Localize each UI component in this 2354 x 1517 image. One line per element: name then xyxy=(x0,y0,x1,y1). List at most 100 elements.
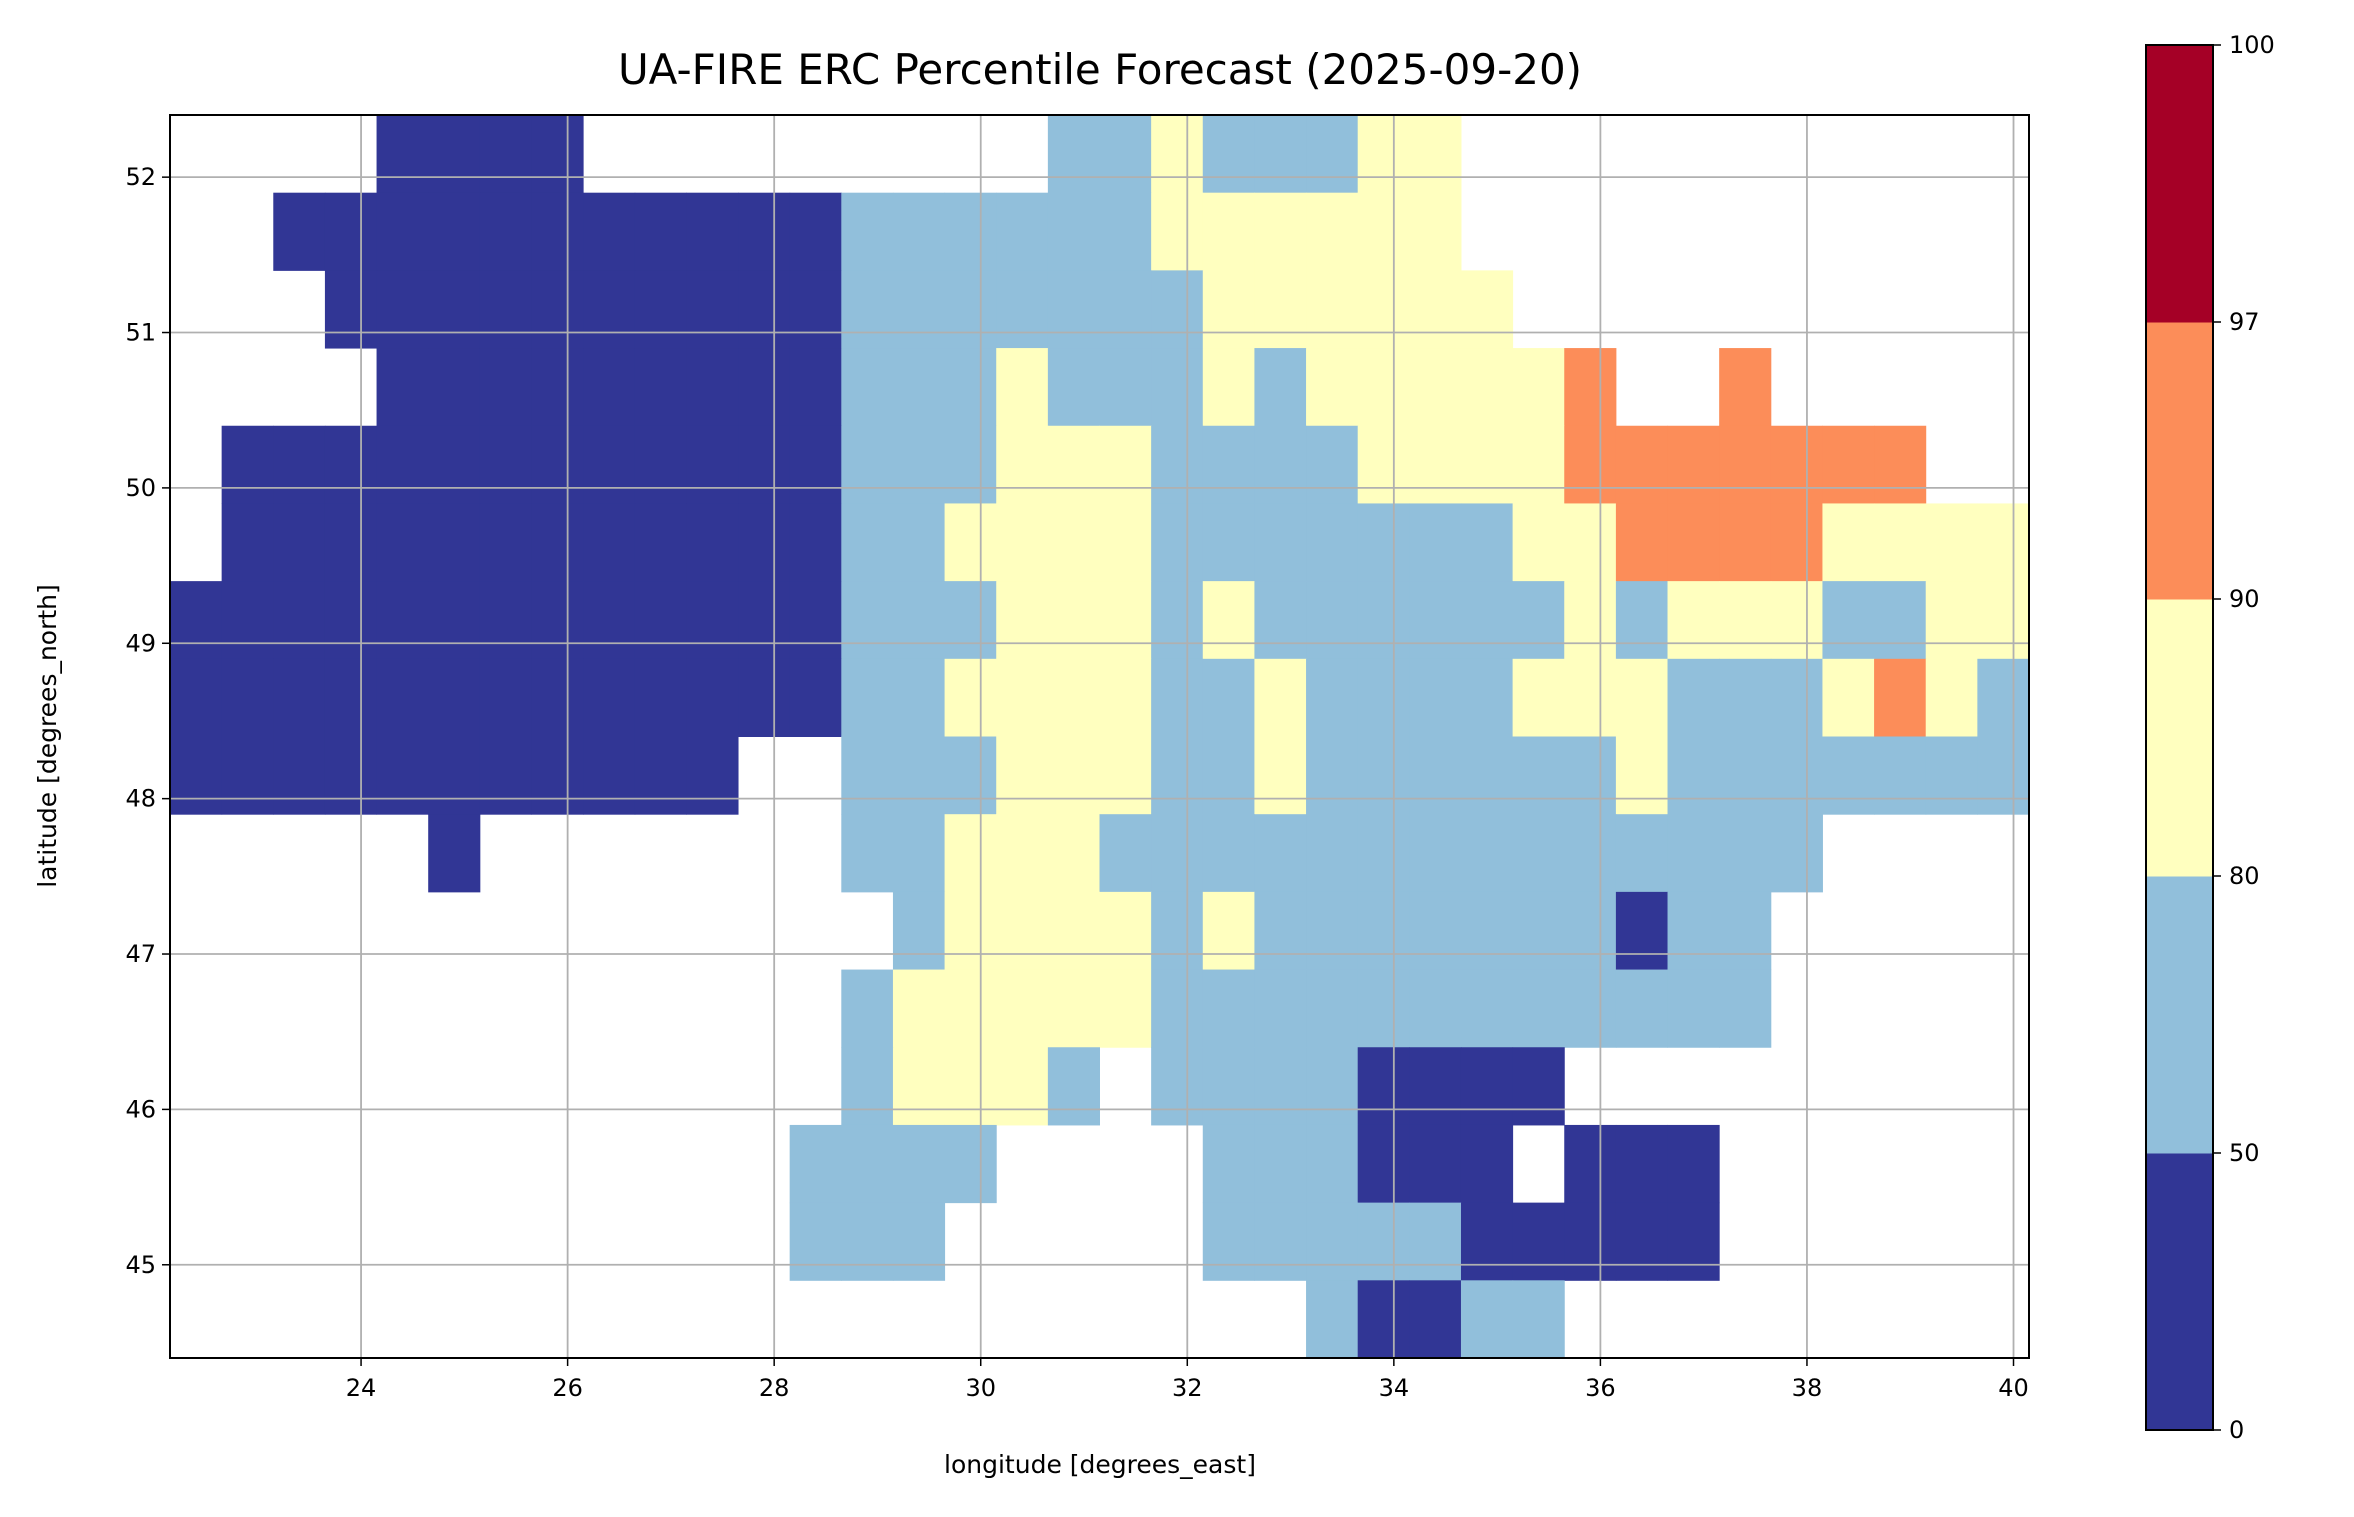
heatmap-cell xyxy=(789,348,842,427)
heatmap-cell xyxy=(1099,348,1152,427)
heatmap-cell xyxy=(1151,270,1204,349)
heatmap-cell xyxy=(1202,581,1255,660)
heatmap-cell xyxy=(1254,1047,1307,1126)
heatmap-cell xyxy=(944,425,997,504)
heatmap-cell xyxy=(1047,425,1100,504)
heatmap-cell xyxy=(1874,425,1927,504)
heatmap-cell xyxy=(1099,891,1152,971)
heatmap-cell xyxy=(1047,192,1100,271)
y-tick-label: 52 xyxy=(125,163,156,191)
heatmap-cell xyxy=(1512,658,1565,737)
heatmap-cell xyxy=(1202,425,1255,504)
heatmap-cell xyxy=(1099,192,1152,271)
heatmap-cell xyxy=(1874,658,1927,737)
heatmap-cell xyxy=(479,270,532,349)
heatmap-cell xyxy=(1306,814,1359,893)
heatmap-cell xyxy=(1409,658,1462,737)
heatmap-cell xyxy=(1099,425,1152,504)
heatmap-cell xyxy=(634,736,687,815)
y-tick-label: 47 xyxy=(125,940,156,968)
heatmap-cell xyxy=(1409,891,1462,971)
heatmap-cell xyxy=(1667,503,1720,582)
heatmap-cell xyxy=(273,425,326,504)
heatmap-cell xyxy=(1409,1202,1462,1281)
heatmap-cell xyxy=(1254,736,1307,815)
heatmap-cell xyxy=(944,503,997,582)
heatmap-cell xyxy=(531,348,584,427)
heatmap-cell xyxy=(1047,1047,1100,1126)
heatmap-cell xyxy=(1512,1202,1565,1281)
heatmap-cell xyxy=(221,736,274,815)
heatmap-cell xyxy=(1202,192,1255,271)
heatmap-cell xyxy=(1202,969,1255,1048)
heatmap-cell xyxy=(1151,581,1204,660)
heatmap-cell xyxy=(1099,969,1152,1048)
heatmap-cell xyxy=(1564,891,1617,971)
heatmap-cell xyxy=(1822,736,1875,815)
heatmap-cell xyxy=(583,736,636,815)
heatmap-cell xyxy=(1254,270,1307,349)
heatmap-cell xyxy=(1719,503,1772,582)
heatmap-cell xyxy=(1047,658,1100,737)
heatmap-cell xyxy=(1512,814,1565,893)
colorbar-segment xyxy=(2146,45,2213,323)
heatmap-cell xyxy=(1409,503,1462,582)
heatmap-cell xyxy=(428,270,481,349)
heatmap-cell xyxy=(1770,503,1823,582)
heatmap-cell xyxy=(531,425,584,504)
heatmap-cell xyxy=(738,192,791,271)
heatmap-cell xyxy=(738,581,791,660)
heatmap-cell xyxy=(892,1124,946,1204)
heatmap-cell xyxy=(1254,581,1307,660)
heatmap-cell xyxy=(892,736,946,815)
x-tick-label: 34 xyxy=(1379,1374,1410,1402)
heatmap-cell xyxy=(1460,270,1514,349)
heatmap-cell xyxy=(428,503,481,582)
heatmap-cell xyxy=(1512,425,1565,504)
heatmap-cell xyxy=(1460,581,1514,660)
heatmap-cell xyxy=(583,581,636,660)
heatmap-cell xyxy=(1357,581,1410,660)
heatmap-cell xyxy=(1047,503,1100,582)
heatmap-cell xyxy=(1667,969,1720,1048)
heatmap-cell xyxy=(789,1202,842,1281)
heatmap-cell xyxy=(1099,736,1152,815)
heatmap-cell xyxy=(996,581,1049,660)
heatmap-cell xyxy=(892,192,946,271)
heatmap-cell xyxy=(324,270,378,349)
heatmap-cell xyxy=(531,581,584,660)
heatmap-cell xyxy=(324,425,378,504)
heatmap-cell xyxy=(1512,581,1565,660)
heatmap-cell xyxy=(1564,1202,1617,1281)
heatmap-cell xyxy=(1151,348,1204,427)
heatmap-cell xyxy=(1306,658,1359,737)
heatmap-cell xyxy=(686,736,739,815)
heatmap-cell xyxy=(634,425,687,504)
heatmap-cell xyxy=(634,270,687,349)
heatmap-cell xyxy=(376,270,429,349)
heatmap-cell xyxy=(1151,1047,1204,1126)
heatmap-cell xyxy=(738,270,791,349)
heatmap-cell xyxy=(1719,969,1772,1048)
heatmap-cell xyxy=(1151,658,1204,737)
heatmap-cell xyxy=(1409,736,1462,815)
heatmap-cell xyxy=(531,658,584,737)
heatmap-cell xyxy=(1460,503,1514,582)
heatmap-cell xyxy=(1254,425,1307,504)
heatmap-cell xyxy=(1460,814,1514,893)
heatmap-cell xyxy=(1977,736,2030,815)
heatmap-cell xyxy=(789,425,842,504)
x-tick-label: 24 xyxy=(346,1374,377,1402)
heatmap-cell xyxy=(1460,1047,1514,1126)
heatmap-cell xyxy=(944,891,997,971)
heatmap-cell xyxy=(996,891,1049,971)
chart-title: UA-FIRE ERC Percentile Forecast (2025-09… xyxy=(618,45,1582,94)
heatmap-cell xyxy=(1460,1280,1514,1359)
heatmap-cell xyxy=(1306,969,1359,1048)
heatmap-cell xyxy=(273,503,326,582)
heatmap-cell xyxy=(892,1202,946,1281)
x-axis-ticks: 24 26 28 30 32 34 36 38 40 xyxy=(346,1358,2029,1402)
heatmap-cell xyxy=(1409,1280,1462,1359)
heatmap-cell xyxy=(996,658,1049,737)
heatmap-cell xyxy=(841,425,894,504)
